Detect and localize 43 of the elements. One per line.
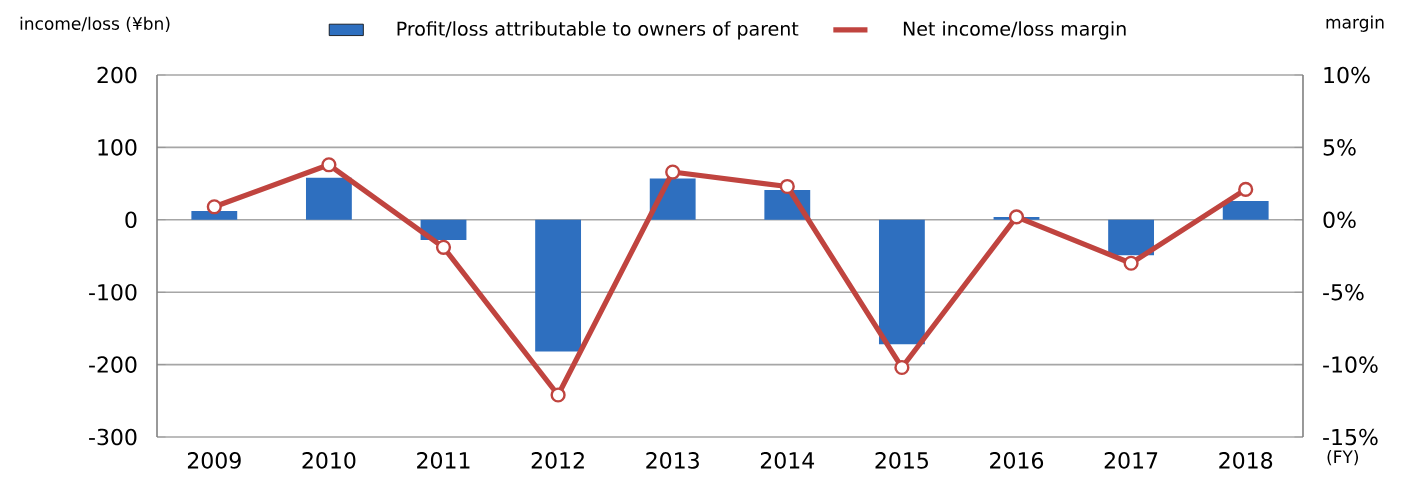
legend-label: Net income/loss margin: [903, 21, 1126, 40]
x-tick-label: 2014: [760, 452, 815, 469]
point: [894, 359, 910, 376]
x-tick-label: 2009: [187, 452, 241, 469]
y2-axis-title: margin: [1326, 15, 1384, 32]
x-tick-label: 2015: [875, 452, 928, 469]
bar: [535, 219, 582, 352]
x-tick-label: 2012: [531, 452, 584, 469]
y-tick-label: 100: [98, 139, 137, 156]
bar: [1222, 200, 1269, 220]
x-tick-label: 2018: [1219, 452, 1273, 469]
y-tick-label: -300: [89, 428, 137, 446]
y2-tick-label: 5%: [1323, 139, 1356, 156]
x-tick-label: 2011: [417, 452, 470, 469]
point: [1008, 209, 1025, 225]
y-tick-label: -100: [89, 283, 137, 301]
bar: [1108, 219, 1155, 256]
x-tick-label: 2017: [1104, 452, 1158, 469]
y2-tick-label: -5%: [1323, 283, 1364, 301]
x-axis-title: (FY): [1327, 450, 1359, 466]
legend-label: Profit/loss attributable to owners of parent: [397, 21, 799, 40]
x-tick-label: 2010: [302, 452, 356, 469]
y-tick-label: 0: [125, 211, 137, 229]
point: [550, 387, 566, 403]
point: [779, 178, 795, 195]
point: [665, 164, 681, 180]
y2-tick-label: 0%: [1323, 211, 1356, 229]
y-tick-label: 200: [97, 66, 137, 84]
point: [321, 157, 337, 173]
x-tick-label: 2016: [990, 452, 1044, 469]
y2-tick-label: 10%: [1324, 66, 1370, 84]
y2-tick-label: -10%: [1323, 356, 1378, 373]
point: [1238, 181, 1254, 197]
point: [435, 239, 452, 255]
point: [206, 199, 222, 215]
y2-tick-label: -15%: [1323, 428, 1378, 446]
bar: [191, 211, 238, 220]
point: [1123, 255, 1139, 271]
y-axis-title: income/loss (¥bn): [20, 16, 170, 32]
y-tick-label: -200: [89, 356, 137, 373]
bar: [878, 219, 925, 345]
bar: [305, 177, 352, 220]
x-tick-label: 2013: [646, 452, 699, 469]
